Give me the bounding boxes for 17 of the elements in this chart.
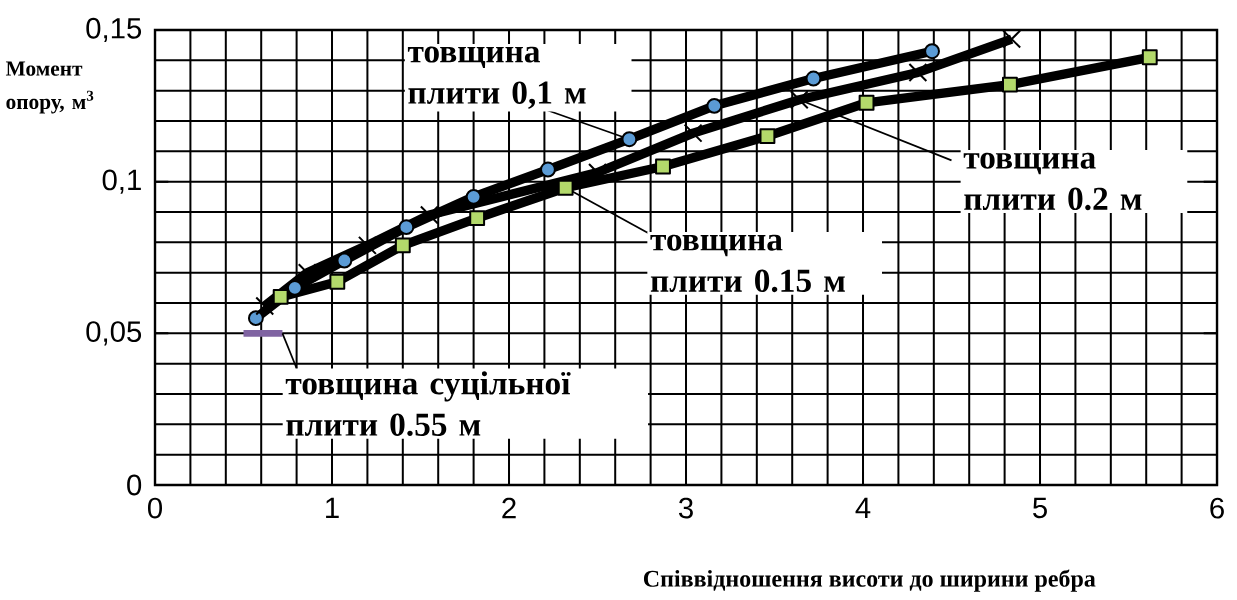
annotation: товщина плити 0,1 м [407, 46, 586, 109]
x-tick-label: 3 [678, 497, 693, 519]
x-tick-label: 4 [855, 497, 871, 518]
x-tick-label: 2 [502, 497, 516, 519]
annotation: товщина суцільної плити 0.55 м [285, 371, 571, 437]
x-tick-label: 1 [326, 497, 339, 518]
y-tick-label: 0 [127, 474, 142, 496]
x-tick-label: 6 [1210, 497, 1224, 519]
x-tick-label: 0 [148, 497, 163, 519]
y-tick-label: 0,1 [102, 169, 141, 194]
annotation: товщина плити 0.2 м [963, 152, 1142, 211]
x-axis-title: Співвідношення висоти до ширини ребра [643, 569, 1096, 592]
y-tick-label: 0,05 [86, 321, 142, 346]
annotation: товщина плити 0.15 м [650, 234, 845, 293]
y-axis-title: Момент опору, м$^{3}$ [5, 61, 94, 114]
x-tick-label: 5 [1033, 497, 1047, 519]
y-tick-label: 0,15 [86, 17, 142, 43]
